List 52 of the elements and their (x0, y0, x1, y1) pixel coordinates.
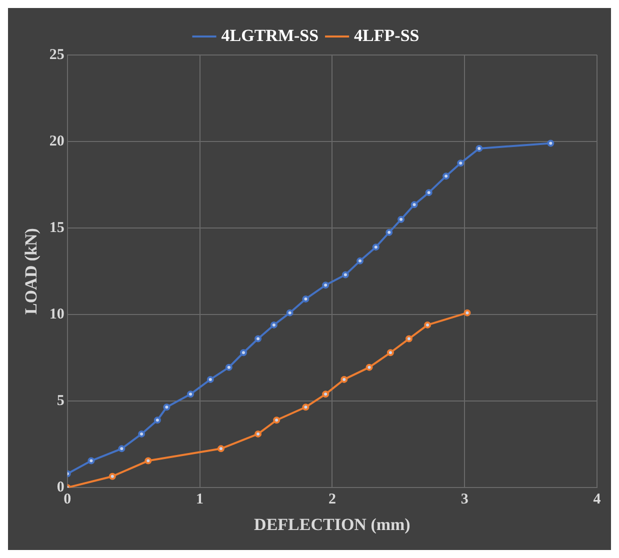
point (405, 335, 412, 342)
x-axis-title: DEFLECTION (mm) (254, 515, 410, 534)
point (464, 309, 471, 316)
point (340, 376, 348, 383)
point (366, 364, 373, 371)
point (154, 416, 161, 424)
x-tick-label: 4 (593, 491, 602, 508)
y-tick-label: 0 (56, 479, 64, 496)
point (457, 160, 464, 167)
y-axis-title: LOAD (kN) (22, 228, 41, 315)
point (302, 295, 310, 302)
point (547, 140, 554, 147)
point (386, 349, 394, 356)
point (322, 282, 330, 289)
point (273, 416, 280, 424)
point (240, 349, 247, 356)
point (187, 390, 194, 398)
point (270, 321, 278, 328)
x-tick-label: 2 (328, 491, 336, 508)
point (398, 216, 405, 223)
y-tick-label: 10 (49, 306, 64, 322)
point (386, 228, 393, 236)
point (442, 172, 450, 180)
point (217, 445, 224, 452)
point (254, 430, 262, 438)
point (476, 144, 483, 152)
x-tick-label: 1 (196, 491, 204, 508)
point (118, 445, 126, 452)
point (144, 457, 152, 464)
y-tick-label: 5 (56, 392, 64, 409)
legend-label: 4LFP-SS (354, 26, 420, 45)
point (163, 404, 170, 411)
point (302, 404, 310, 411)
point (410, 201, 418, 208)
point (286, 309, 294, 316)
point (206, 376, 214, 383)
point (372, 244, 380, 251)
point (425, 189, 432, 196)
point (88, 457, 95, 464)
y-tick-label: 15 (49, 220, 64, 236)
point (322, 390, 330, 398)
point (254, 335, 262, 342)
point (424, 321, 432, 328)
point (356, 257, 364, 264)
y-tick-label: 20 (49, 133, 64, 150)
x-tick-label: 3 (460, 491, 468, 508)
point (342, 271, 349, 278)
point (108, 472, 116, 480)
point (138, 430, 146, 438)
legend-label: 4LGTRM-SS (221, 26, 319, 45)
y-tick-label: 25 (49, 46, 64, 63)
point (225, 364, 232, 371)
